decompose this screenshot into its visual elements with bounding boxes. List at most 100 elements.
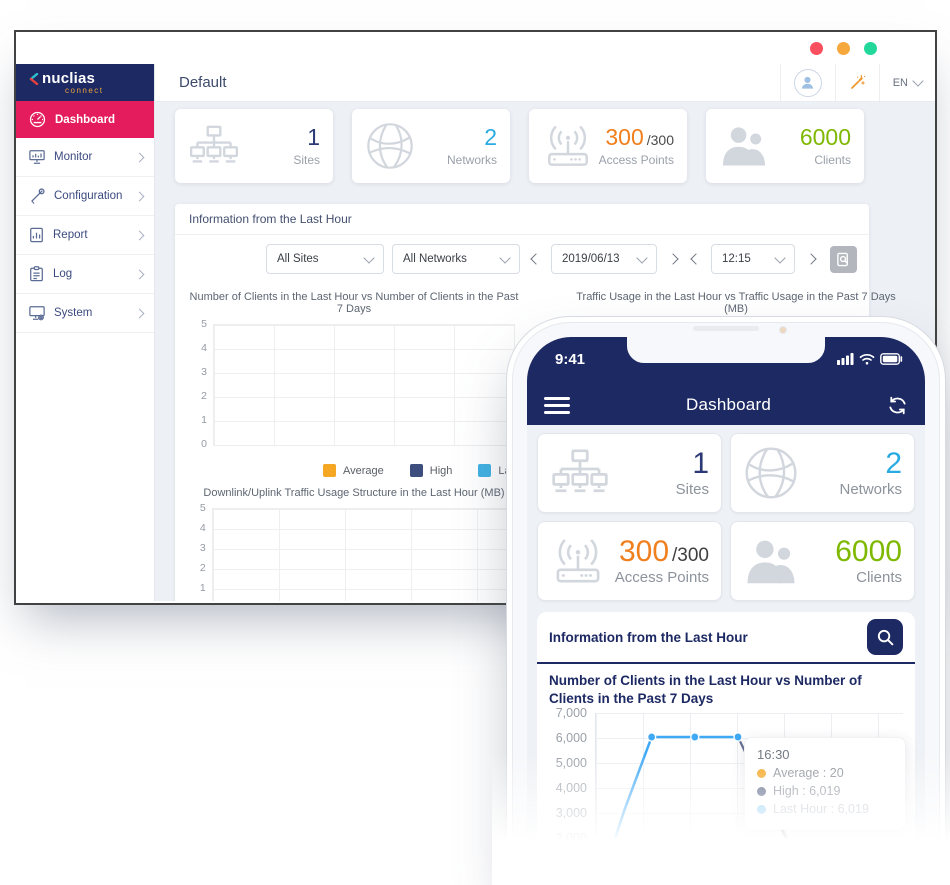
prev-time-button[interactable] xyxy=(688,246,703,272)
log-clipboard-icon xyxy=(29,266,44,282)
filter-row: All Sites All Networks 2019/06/13 xyxy=(175,235,869,283)
chart-title: Number of Clients in the Last Hour vs Nu… xyxy=(189,291,519,315)
dashboard-gauge-icon xyxy=(29,111,46,128)
battery-icon xyxy=(880,353,903,365)
y-axis-labels: 7,000 6,000 5,000 4,000 3,000 2,000 xyxy=(555,706,587,846)
search-icon xyxy=(877,629,893,645)
clients-chart-plot xyxy=(213,324,515,446)
clients-chart: Number of Clients in the Last Hour vs Nu… xyxy=(189,287,519,450)
chart-title: Downlink/Uplink Traffic Usage Structure … xyxy=(203,487,505,499)
stat-value: 2 xyxy=(885,447,902,481)
panel-title: Information from the Last Hour xyxy=(175,204,869,235)
sidebar-item-report[interactable]: Report xyxy=(16,216,154,255)
sidebar-item-monitor[interactable]: Monitor xyxy=(16,138,154,177)
phone-chart-plot: 16:30 Average : 20 High : 6,019 Last Hou… xyxy=(595,713,906,839)
sidebar-item-system[interactable]: System xyxy=(16,294,154,333)
tooltip-row-label: Last Hour : 6,019 xyxy=(773,802,869,817)
tooltip-row-label: Average : 20 xyxy=(773,766,844,781)
brand-logo: nuclias connect xyxy=(16,64,154,101)
stat-suffix: /300 xyxy=(672,545,709,567)
stat-value: 6000 xyxy=(835,535,902,569)
legend-swatch-high xyxy=(409,464,423,477)
window-titlebar xyxy=(16,32,935,64)
stat-suffix: /300 xyxy=(646,132,674,149)
language-label: EN xyxy=(892,76,908,89)
phone-card-sites: 1 Sites xyxy=(537,433,722,513)
phone-camera-dot xyxy=(778,326,787,334)
chevron-down-icon xyxy=(499,251,511,264)
legend-label: Average xyxy=(343,464,384,477)
report-search-button[interactable] xyxy=(830,245,857,273)
sites-select[interactable]: All Sites xyxy=(266,244,384,274)
monitor-icon xyxy=(29,149,45,165)
phone-status-bar: 9:41 xyxy=(527,337,925,385)
language-selector[interactable]: EN xyxy=(892,75,924,89)
sidebar-item-log[interactable]: Log xyxy=(16,255,154,294)
stat-cards-row: 1 Sites 2 Networks xyxy=(175,109,935,183)
prev-date-button[interactable] xyxy=(528,246,543,272)
globe-icon xyxy=(743,445,799,501)
sites-topology-icon xyxy=(188,125,240,168)
chevron-left-icon xyxy=(529,253,542,265)
legend-swatch-average xyxy=(323,464,336,477)
wizard-wand-icon[interactable] xyxy=(849,74,866,91)
date-select[interactable]: 2019/06/13 xyxy=(551,244,657,274)
stat-label: Sites xyxy=(293,152,320,167)
person-icon xyxy=(802,76,814,89)
phone-cards-grid: 1 Sites 2 Networks xyxy=(537,433,915,601)
window-close-button[interactable] xyxy=(810,41,823,55)
refresh-icon[interactable] xyxy=(887,395,908,416)
chevron-left-icon xyxy=(689,253,702,265)
user-avatar[interactable] xyxy=(793,68,822,97)
chevron-right-icon xyxy=(134,230,145,240)
phone-card-access-points: 300 /300 Access Points xyxy=(537,521,722,601)
phone-mockup: 9:41 Dashboard xyxy=(506,316,946,885)
window-minimize-button[interactable] xyxy=(837,41,850,55)
hamburger-menu-icon[interactable] xyxy=(544,393,570,418)
stat-label: Networks xyxy=(839,480,902,498)
wifi-icon xyxy=(859,353,875,365)
stat-card-networks: 2 Networks xyxy=(352,109,510,183)
access-point-icon xyxy=(542,124,594,168)
system-icon xyxy=(29,305,45,321)
downlink-chart: Downlink/Uplink Traffic Usage Structure … xyxy=(189,487,519,601)
time-select[interactable]: 12:15 xyxy=(711,244,795,274)
window-zoom-button[interactable] xyxy=(864,41,877,55)
sites-topology-icon xyxy=(550,448,610,498)
report-icon xyxy=(29,227,44,243)
phone-screen: 9:41 Dashboard xyxy=(527,337,925,885)
networks-select[interactable]: All Networks xyxy=(392,244,520,274)
chevron-right-icon xyxy=(134,308,145,318)
stat-value: 2 xyxy=(484,124,497,151)
phone-search-button[interactable] xyxy=(867,619,903,655)
chevron-right-icon xyxy=(134,152,145,162)
sidebar-item-label: Report xyxy=(53,229,88,241)
chart-tooltip: 16:30 Average : 20 High : 6,019 Last Hou… xyxy=(744,737,906,831)
phone-notch xyxy=(627,337,825,363)
sidebar-item-dashboard[interactable]: Dashboard xyxy=(16,101,154,138)
chevron-right-icon xyxy=(134,191,145,201)
sidebar: nuclias connect Dashboard Monitor xyxy=(16,64,155,601)
chevron-down-icon xyxy=(363,251,375,264)
phone-chart: Number of Clients in the Last Hour vs Nu… xyxy=(537,664,915,845)
stat-value: 300 xyxy=(605,124,644,151)
signal-bars-icon xyxy=(837,353,854,365)
networks-select-value: All Networks xyxy=(403,253,467,265)
phone-nav-bar: Dashboard xyxy=(527,385,925,425)
tooltip-time: 16:30 xyxy=(757,747,790,763)
tooltip-row-label: High : 6,019 xyxy=(773,784,841,799)
status-icons xyxy=(837,353,903,365)
next-date-button[interactable] xyxy=(665,246,680,272)
chevron-right-icon xyxy=(804,253,817,265)
brand-chevron-icon xyxy=(29,72,39,85)
stat-value: 1 xyxy=(307,124,320,151)
globe-icon xyxy=(365,121,415,171)
sidebar-item-configuration[interactable]: Configuration xyxy=(16,177,154,216)
chevron-down-icon xyxy=(636,251,648,264)
file-search-icon xyxy=(837,252,848,266)
sidebar-item-label: System xyxy=(54,307,93,319)
stat-label: Sites xyxy=(675,480,709,498)
next-time-button[interactable] xyxy=(803,246,818,272)
